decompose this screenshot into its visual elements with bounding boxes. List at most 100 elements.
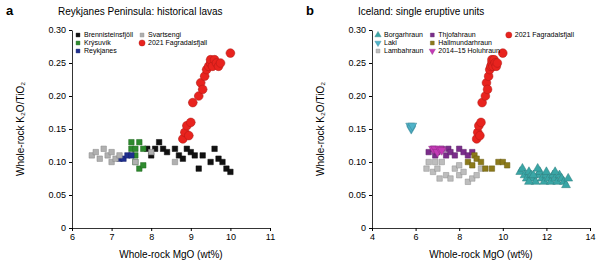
point <box>478 159 483 164</box>
y-tick-mark <box>369 195 372 196</box>
series <box>465 153 510 172</box>
point <box>533 163 542 171</box>
point <box>474 172 479 177</box>
point <box>426 159 431 164</box>
y-tick-mark <box>69 96 72 97</box>
point <box>156 139 161 144</box>
point <box>133 159 138 164</box>
point <box>141 163 146 168</box>
y-tick: 0.10 <box>48 157 72 167</box>
legend-marker <box>76 49 80 53</box>
point <box>133 146 138 151</box>
x-tick-mark <box>112 228 113 231</box>
error-bars <box>474 49 505 143</box>
point <box>164 149 169 154</box>
point <box>476 131 485 140</box>
y-tick: 0.15 <box>48 124 72 134</box>
series <box>178 49 235 144</box>
x-axis-line <box>73 228 271 229</box>
legend-marker <box>139 40 145 46</box>
series <box>145 139 234 174</box>
series <box>129 139 146 171</box>
x-tick-label: 12 <box>542 232 552 242</box>
point <box>448 176 453 181</box>
legend-item: Svartsengi <box>140 31 181 39</box>
y-tick-label: 0.05 <box>348 190 366 200</box>
legend-marker <box>506 32 512 38</box>
y-tick-mark <box>369 63 372 64</box>
x-tick: 14 <box>585 228 595 242</box>
y-tick-label: 0.25 <box>348 58 366 68</box>
x-tick-mark <box>590 228 591 231</box>
plot-area <box>406 49 573 188</box>
point <box>208 159 213 164</box>
y-tick-label: 0.25 <box>48 58 66 68</box>
point <box>109 149 114 154</box>
point <box>228 169 233 174</box>
x-tick-mark <box>546 228 547 231</box>
y-tick-label: 0.20 <box>348 91 366 101</box>
point <box>424 166 429 171</box>
y-tick: 0.05 <box>48 190 72 200</box>
x-tick-label: 10 <box>498 232 508 242</box>
point <box>435 166 440 171</box>
legend-label: Svartsengi <box>148 31 182 39</box>
legend-label: Reykjanes <box>84 47 117 55</box>
y-tick-mark <box>69 228 72 229</box>
legend-marker <box>375 41 381 46</box>
legend-label: Brennisteinsfjöll <box>84 31 133 39</box>
y-tick: 0 <box>61 223 72 233</box>
series <box>429 146 447 157</box>
point <box>148 149 153 154</box>
legend-item: Brennisteinsfjöll <box>76 31 133 39</box>
legend-item: 2014–15 Holuhraun <box>429 47 500 54</box>
y-tick-mark <box>369 96 372 97</box>
x-tick: 4 <box>370 228 375 242</box>
y-tick-label: 0.15 <box>348 124 366 134</box>
legend-item: Reykjanes <box>76 47 117 55</box>
figure: 6789101100.050.100.150.200.250.30Brennis… <box>0 0 602 275</box>
legend-marker <box>376 49 380 53</box>
point <box>529 170 538 178</box>
series <box>424 159 484 184</box>
point <box>452 153 457 158</box>
point <box>172 146 177 151</box>
point <box>461 169 466 174</box>
legend-marker <box>140 33 144 37</box>
title: Iceland: single eruptive units <box>358 6 484 17</box>
point <box>456 163 461 168</box>
legend-marker <box>375 31 381 36</box>
plot-area <box>89 49 235 175</box>
legend: BorgarhraunLakiLambahraunThjofahraunHall… <box>375 31 575 54</box>
x-tick-mark <box>416 228 417 231</box>
point <box>97 156 102 161</box>
point <box>133 159 138 164</box>
y-axis: 00.050.100.150.200.250.30 <box>348 25 372 233</box>
panel-label: b <box>306 3 314 18</box>
y-tick-mark <box>69 129 72 130</box>
point <box>196 166 201 171</box>
legend-label: Lambahraun <box>384 47 423 54</box>
legend-label: 2021 Fagradalsfjall <box>515 31 575 39</box>
x-tick: 11 <box>266 228 275 242</box>
y-tick-label: 0.30 <box>48 25 66 35</box>
title: Reykjanes Peninsula: historical lavas <box>58 6 223 17</box>
point <box>226 49 235 58</box>
series <box>89 146 178 165</box>
x-tick-mark <box>151 228 152 231</box>
y-tick: 0.30 <box>48 25 72 35</box>
x-tick-label: 4 <box>370 232 375 242</box>
point <box>192 153 197 158</box>
x-tick: 9 <box>189 228 194 242</box>
y-tick-mark <box>69 63 72 64</box>
point <box>141 146 146 151</box>
legend-marker <box>429 49 435 54</box>
legend-item: Laki <box>375 39 397 46</box>
point <box>564 173 573 181</box>
series <box>426 146 475 158</box>
legend-item: Borgarhraun <box>375 31 423 39</box>
series <box>406 123 417 134</box>
y-tick-mark <box>369 30 372 31</box>
series <box>472 49 507 144</box>
point <box>129 153 134 158</box>
